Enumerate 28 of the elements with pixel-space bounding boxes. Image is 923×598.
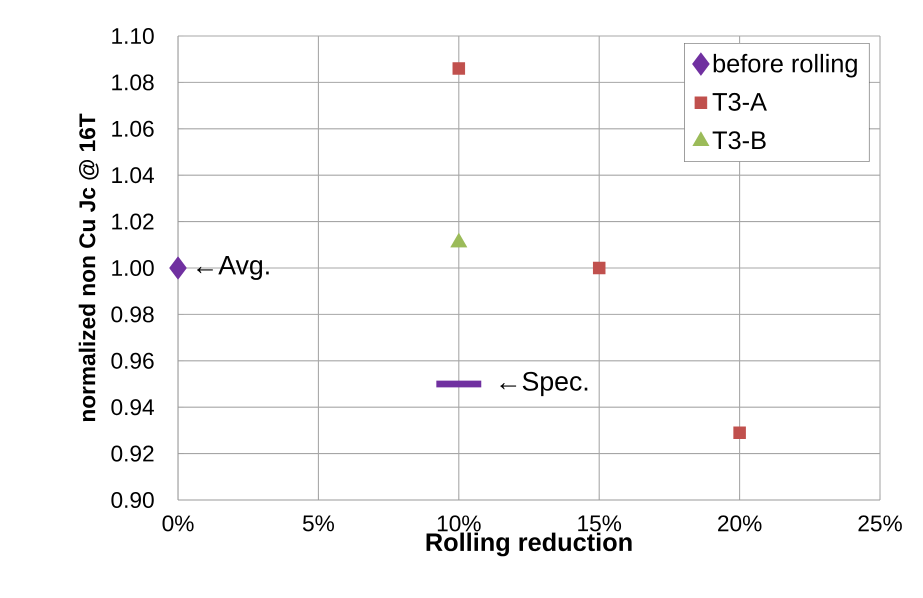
point	[733, 426, 746, 439]
y-tick-label: 0.94	[111, 399, 154, 416]
y-tick-label: 0.90	[111, 492, 154, 508]
point	[452, 62, 466, 75]
y-tick-label: 1.00	[112, 260, 154, 276]
point	[592, 262, 606, 274]
x-tick-label: 15%	[578, 515, 622, 532]
annotation: ←Avg.	[197, 256, 269, 280]
y-tick-label: 0.92	[111, 446, 154, 462]
y-tick-label: 0.96	[111, 352, 154, 369]
x-tick-label: 5%	[302, 515, 334, 532]
x-tick-label: 25%	[858, 515, 902, 532]
y-tick-label: 1.02	[112, 214, 154, 230]
x-tick-label: 0%	[162, 515, 194, 532]
x-tick-label: 10%	[438, 515, 481, 532]
y-tick-label: 1.10	[112, 28, 154, 44]
point	[169, 256, 187, 280]
y-axis-title: normalized non Cu Jc @ 16T	[78, 114, 99, 422]
legend-label: T3-B	[712, 131, 766, 150]
legend-label: before rolling	[714, 54, 857, 78]
x-tick-label: 20%	[718, 515, 762, 532]
annotation: ←Spec.	[500, 372, 588, 396]
legend-label: T3-A	[712, 92, 767, 111]
y-tick-label: 0.98	[111, 306, 154, 322]
y-tick-label: 1.06	[112, 120, 154, 137]
y-tick-label: 1.04	[112, 167, 154, 184]
y-tick-label: 1.08	[112, 74, 154, 90]
x-axis-title: Rolling reduction	[426, 532, 632, 556]
